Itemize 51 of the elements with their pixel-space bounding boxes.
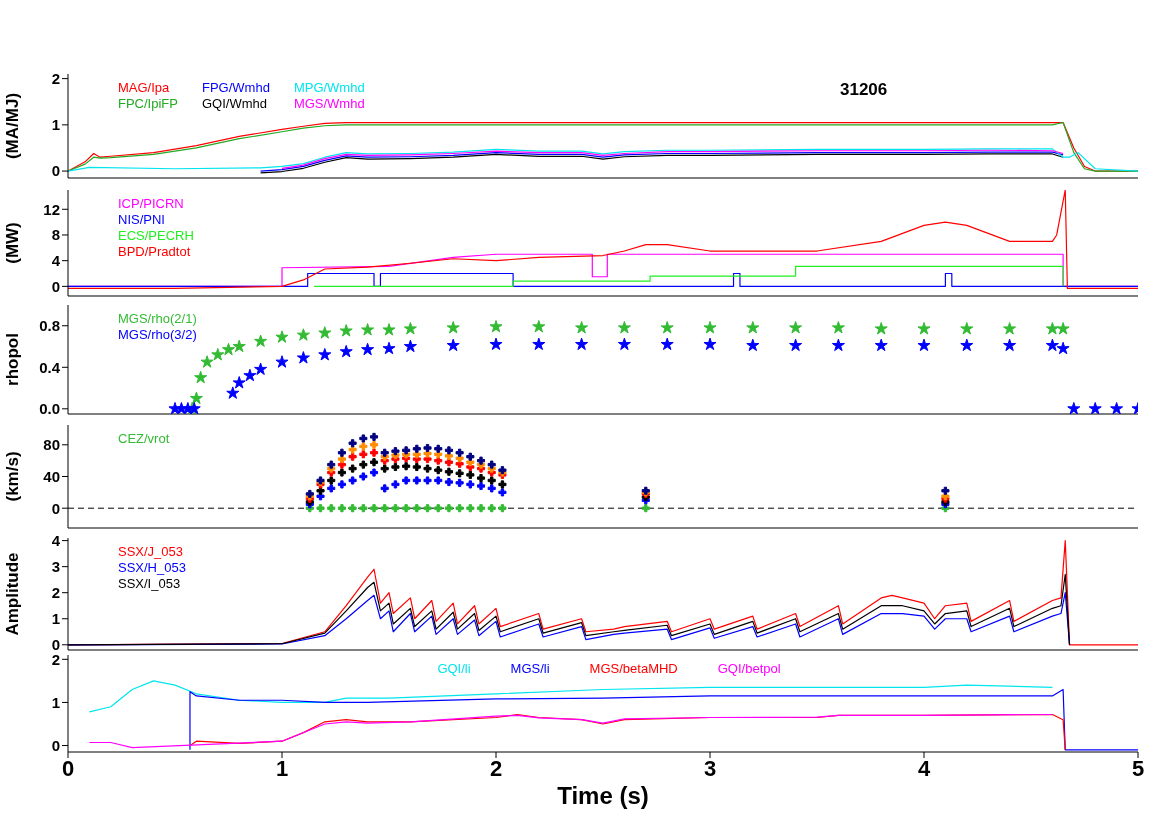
y-tick-label: 0.8 [39,317,60,335]
chart-title: 31206 [840,80,888,100]
series-label: GQI/li [437,661,471,677]
x-tick-label: 1 [275,755,289,781]
y-tick-label: 3 [51,557,60,575]
x-tick-label: 5 [1131,755,1145,781]
y-tick-label: 1 [51,693,60,711]
y-tick-label: 0.4 [39,358,61,376]
y-tick-label: 0 [51,277,60,295]
text: MGS/rho(3/2) [118,327,197,343]
y-tick-label: 4 [51,531,61,549]
y-tick-label: 1 [51,116,60,134]
x-tick-label: 2 [489,755,503,781]
text: CEZ/vrot [118,431,170,447]
y-tick-label: 40 [43,467,60,485]
y-tick-label: 2 [51,69,60,87]
y-axis-title: Amplitude [3,552,23,636]
y-tick-label: 2 [51,584,60,602]
series-label: MGS/li [510,661,550,677]
text: SSX/H_053 [118,560,186,576]
text: MAG/Ipa [118,80,171,96]
text: MGS/Wmhd [293,96,365,112]
text: NIS/PNI [118,212,166,228]
text: ICP/PICRN [118,196,185,212]
y-tick-label: 4 [51,251,61,269]
y-tick-label: 80 [43,436,60,454]
text: FPC/IpiFP [118,96,178,112]
y-tick-label: 12 [43,200,60,218]
text: FPG/Wmhd [201,80,270,96]
y-tick-label: 0 [51,499,60,517]
y-tick-label: 0.0 [39,400,60,418]
text: BPD/Pradtot [118,244,192,260]
y-tick-label: 1 [51,610,60,628]
text: MPG/Wmhd [293,80,365,96]
text: SSX/J_053 [118,544,185,560]
text: ECS/PECRH [118,228,194,244]
text: GQI/Wmhd [201,96,268,112]
y-axis-title: (km/s) [3,451,23,502]
x-tick-label: 3 [703,755,717,781]
y-tick-label: 8 [51,226,60,244]
y-tick-label: 0 [51,736,60,754]
text: SSX/I_053 [118,576,182,592]
text: GQI/betpol [717,661,781,677]
y-axis-title: (MA/MJ) [3,92,23,160]
text: MGS/rho(2/1) [118,311,197,327]
x-axis-title: Time (s) [557,782,649,809]
text: MGS/betaMHD [589,661,678,677]
y-tick-label: 0 [51,162,60,180]
y-axis-title: rhopol [3,333,23,386]
y-axis-title: (MW) [3,222,23,264]
x-tick-label: 4 [917,755,931,781]
